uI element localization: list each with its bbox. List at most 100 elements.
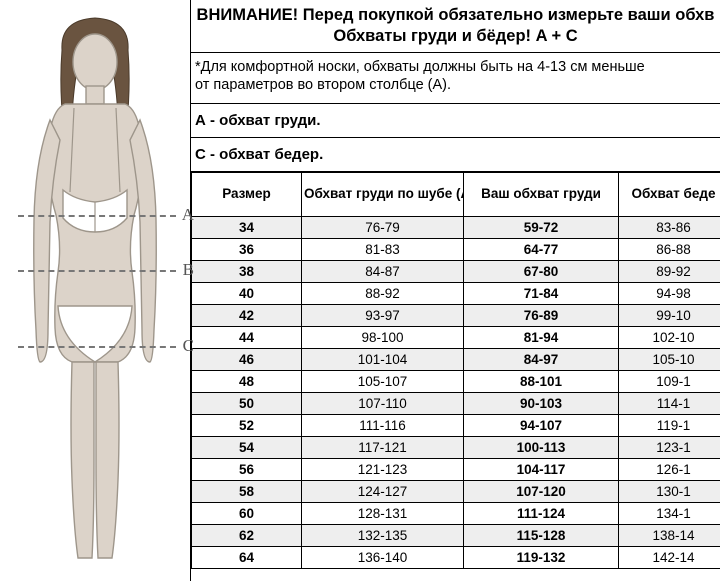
size-table: Размер Обхват груди по шубе (А), см Ваш … xyxy=(191,172,720,569)
table-cell: 101-104 xyxy=(302,349,464,371)
measure-line-b: B xyxy=(18,270,176,272)
table-cell: 60 xyxy=(192,503,302,525)
table-header-row: Размер Обхват груди по шубе (А), см Ваш … xyxy=(192,173,720,217)
measure-label-b: B xyxy=(183,260,194,280)
table-cell: 136-140 xyxy=(302,547,464,569)
table-row: 60128-131111-124134-1 xyxy=(192,503,720,525)
col-size: Размер xyxy=(192,173,302,217)
table-row: 3476-7959-7283-86 xyxy=(192,217,720,239)
table-row: 54117-121100-113123-1 xyxy=(192,437,720,459)
table-cell: 88-92 xyxy=(302,283,464,305)
table-cell: 94-98 xyxy=(619,283,720,305)
table-cell: 42 xyxy=(192,305,302,327)
table-cell: 130-1 xyxy=(619,481,720,503)
label-a: А - обхват груди. xyxy=(191,104,720,138)
table-cell: 128-131 xyxy=(302,503,464,525)
table-cell: 40 xyxy=(192,283,302,305)
table-cell: 114-1 xyxy=(619,393,720,415)
table-cell: 84-97 xyxy=(464,349,619,371)
table-row: 64136-140119-132142-14 xyxy=(192,547,720,569)
table-row: 3884-8767-8089-92 xyxy=(192,261,720,283)
table-cell: 132-135 xyxy=(302,525,464,547)
table-cell: 84-87 xyxy=(302,261,464,283)
table-row: 3681-8364-7786-88 xyxy=(192,239,720,261)
table-cell: 93-97 xyxy=(302,305,464,327)
table-cell: 107-110 xyxy=(302,393,464,415)
table-cell: 100-113 xyxy=(464,437,619,459)
table-cell: 71-84 xyxy=(464,283,619,305)
table-cell: 38 xyxy=(192,261,302,283)
table-cell: 52 xyxy=(192,415,302,437)
table-cell: 104-117 xyxy=(464,459,619,481)
table-cell: 119-132 xyxy=(464,547,619,569)
table-cell: 117-121 xyxy=(302,437,464,459)
table-cell: 98-100 xyxy=(302,327,464,349)
table-cell: 56 xyxy=(192,459,302,481)
table-cell: 126-1 xyxy=(619,459,720,481)
table-cell: 111-124 xyxy=(464,503,619,525)
table-cell: 111-116 xyxy=(302,415,464,437)
table-cell: 109-1 xyxy=(619,371,720,393)
table-cell: 107-120 xyxy=(464,481,619,503)
table-cell: 86-88 xyxy=(619,239,720,261)
table-cell: 62 xyxy=(192,525,302,547)
measure-label-c: C xyxy=(183,336,194,356)
table-cell: 121-123 xyxy=(302,459,464,481)
table-cell: 105-107 xyxy=(302,371,464,393)
subtitle-heading: Обхваты груди и бёдер! A + C xyxy=(191,27,720,53)
table-row: 58124-127107-120130-1 xyxy=(192,481,720,503)
table-cell: 81-83 xyxy=(302,239,464,261)
table-row: 48105-10788-101109-1 xyxy=(192,371,720,393)
col-hips: Обхват беде xyxy=(619,173,720,217)
table-cell: 124-127 xyxy=(302,481,464,503)
measurement-figure-panel: A B C xyxy=(0,0,190,581)
table-cell: 89-92 xyxy=(619,261,720,283)
table-row: 52111-11694-107119-1 xyxy=(192,415,720,437)
table-cell: 46 xyxy=(192,349,302,371)
table-cell: 134-1 xyxy=(619,503,720,525)
table-cell: 138-14 xyxy=(619,525,720,547)
label-c: С - обхват бедер. xyxy=(191,138,720,172)
table-cell: 54 xyxy=(192,437,302,459)
table-cell: 94-107 xyxy=(464,415,619,437)
table-cell: 67-80 xyxy=(464,261,619,283)
col-bust-coat: Обхват груди по шубе (А), см xyxy=(302,173,464,217)
table-cell: 76-79 xyxy=(302,217,464,239)
table-row: 62132-135115-128138-14 xyxy=(192,525,720,547)
table-cell: 59-72 xyxy=(464,217,619,239)
measure-label-a: A xyxy=(182,205,194,225)
content-panel: ВНИМАНИЕ! Перед покупкой обязательно изм… xyxy=(190,0,720,581)
table-cell: 76-89 xyxy=(464,305,619,327)
table-cell: 64 xyxy=(192,547,302,569)
table-cell: 44 xyxy=(192,327,302,349)
table-row: 4088-9271-8494-98 xyxy=(192,283,720,305)
table-cell: 83-86 xyxy=(619,217,720,239)
table-row: 46101-10484-97105-10 xyxy=(192,349,720,371)
table-cell: 123-1 xyxy=(619,437,720,459)
table-cell: 58 xyxy=(192,481,302,503)
table-cell: 115-128 xyxy=(464,525,619,547)
table-cell: 48 xyxy=(192,371,302,393)
table-row: 56121-123104-117126-1 xyxy=(192,459,720,481)
warning-heading: ВНИМАНИЕ! Перед покупкой обязательно изм… xyxy=(191,0,720,27)
table-cell: 88-101 xyxy=(464,371,619,393)
measure-line-c: C xyxy=(18,346,176,348)
table-cell: 142-14 xyxy=(619,547,720,569)
measure-line-a: A xyxy=(18,215,176,217)
table-row: 4498-10081-94102-10 xyxy=(192,327,720,349)
col-bust-yours: Ваш обхват груди xyxy=(464,173,619,217)
table-cell: 102-10 xyxy=(619,327,720,349)
table-cell: 90-103 xyxy=(464,393,619,415)
table-cell: 105-10 xyxy=(619,349,720,371)
body-silhouette xyxy=(0,10,190,570)
table-cell: 34 xyxy=(192,217,302,239)
table-cell: 64-77 xyxy=(464,239,619,261)
table-row: 50107-11090-103114-1 xyxy=(192,393,720,415)
table-row: 4293-9776-8999-10 xyxy=(192,305,720,327)
body-figure: A B C xyxy=(0,10,190,570)
table-cell: 99-10 xyxy=(619,305,720,327)
table-cell: 81-94 xyxy=(464,327,619,349)
table-cell: 36 xyxy=(192,239,302,261)
note-line-1: *Для комфортной носки, обхваты должны бы… xyxy=(191,53,720,77)
table-cell: 50 xyxy=(192,393,302,415)
